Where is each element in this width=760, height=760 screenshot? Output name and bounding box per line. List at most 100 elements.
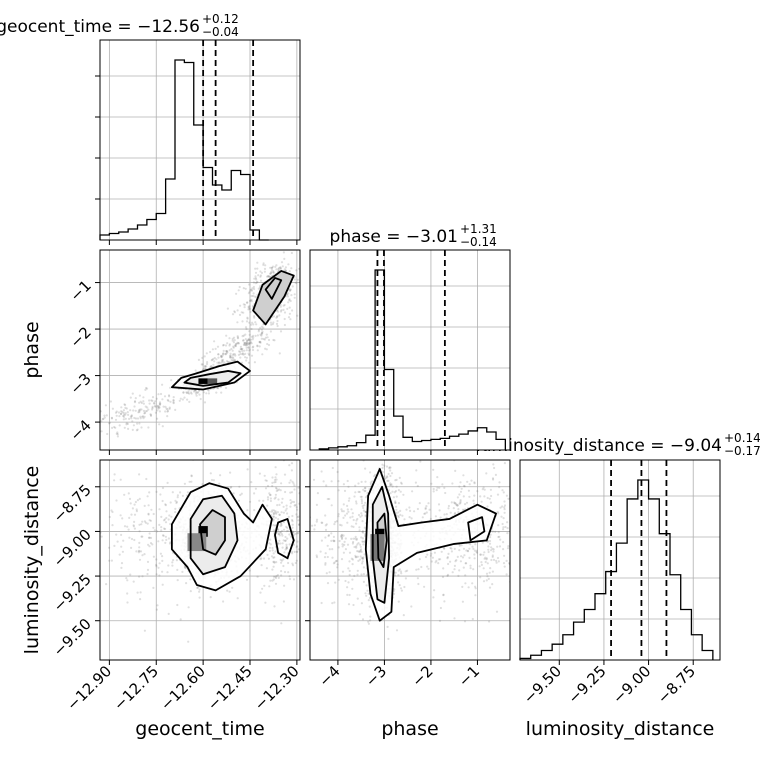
sample-point xyxy=(437,503,441,506)
sample-point xyxy=(463,485,466,488)
sample-point xyxy=(113,425,116,429)
sample-point xyxy=(271,579,274,582)
sample-point xyxy=(167,537,170,540)
sample-point xyxy=(250,323,253,326)
sample-point xyxy=(275,478,278,481)
y-ticks-luminosity_distance-c0: −9.50−9.25−9.00−8.75 xyxy=(50,481,100,660)
sample-point xyxy=(179,491,182,494)
sample-point xyxy=(488,586,492,589)
sample-point xyxy=(218,482,221,485)
sample-point xyxy=(240,361,244,364)
x-ticks-luminosity_distance-r2: −9.50 −9.25 −9.00 −8.75 xyxy=(520,660,699,707)
sample-point xyxy=(441,575,445,579)
sample-point xyxy=(141,575,144,578)
sample-point xyxy=(127,427,130,430)
sample-point xyxy=(228,344,231,347)
sample-point xyxy=(296,531,299,534)
sample-point xyxy=(454,560,457,563)
sample-point xyxy=(155,490,158,493)
sample-point xyxy=(249,338,253,341)
sample-point xyxy=(293,488,296,491)
sample-point xyxy=(248,339,251,342)
sample-point xyxy=(238,350,241,353)
sample-point xyxy=(451,571,454,574)
sample-point xyxy=(446,556,449,559)
sample-point xyxy=(165,510,168,513)
sample-point xyxy=(163,395,167,398)
sample-point xyxy=(248,290,251,293)
sample-point xyxy=(400,572,403,575)
sample-point xyxy=(395,629,399,632)
sample-point xyxy=(133,527,136,530)
sample-point xyxy=(399,587,403,590)
sample-point xyxy=(489,567,492,570)
sample-point xyxy=(289,318,292,321)
sample-point xyxy=(476,551,479,554)
sample-point xyxy=(222,352,225,356)
x-tick-label: −12.30 xyxy=(251,662,303,714)
sample-point xyxy=(201,483,204,486)
sample-point xyxy=(165,538,168,542)
sample-point xyxy=(280,482,283,485)
sample-point xyxy=(164,527,167,531)
histogram-luminosity_distance xyxy=(519,459,721,661)
sample-point xyxy=(279,266,282,269)
sample-point xyxy=(513,572,515,574)
sample-point xyxy=(278,513,281,517)
sample-point xyxy=(386,479,389,482)
sample-point xyxy=(230,358,233,362)
sample-point xyxy=(383,475,386,478)
sample-point xyxy=(455,559,458,562)
sample-point xyxy=(251,287,254,290)
sample-point xyxy=(471,582,474,585)
sample-point xyxy=(278,534,281,537)
sample-point xyxy=(455,503,458,506)
sample-point xyxy=(230,485,233,489)
sample-point xyxy=(222,344,225,347)
sample-point xyxy=(403,585,406,589)
sample-point xyxy=(297,523,300,526)
sample-point xyxy=(144,410,147,413)
sample-point xyxy=(472,499,475,502)
sample-point xyxy=(232,345,235,348)
sample-point xyxy=(454,502,457,505)
sample-point xyxy=(266,336,269,339)
sample-point xyxy=(357,482,360,485)
sample-point xyxy=(133,503,136,506)
sample-point xyxy=(90,522,92,524)
sample-point xyxy=(482,580,486,583)
sample-point xyxy=(182,391,185,394)
sample-point xyxy=(278,513,281,516)
sample-point xyxy=(386,625,389,629)
sample-point xyxy=(443,547,446,550)
sample-point xyxy=(273,497,276,500)
sample-point xyxy=(169,522,172,526)
sample-point xyxy=(108,546,111,549)
sample-point xyxy=(456,504,459,507)
sample-point xyxy=(432,487,435,491)
sample-point xyxy=(262,337,265,341)
sample-point xyxy=(362,506,365,510)
sample-point xyxy=(115,414,118,417)
sample-point xyxy=(217,353,220,356)
sample-point xyxy=(274,480,277,484)
sample-point xyxy=(257,287,260,290)
sample-point xyxy=(297,515,300,518)
sample-point xyxy=(273,556,276,559)
sample-point xyxy=(151,407,154,410)
sample-point xyxy=(133,538,136,542)
sample-point xyxy=(278,488,281,491)
sample-point xyxy=(249,342,252,345)
sample-point xyxy=(222,358,225,361)
sample-point xyxy=(252,334,255,337)
sample-point xyxy=(100,420,103,423)
sample-point xyxy=(111,407,114,410)
sample-point xyxy=(512,504,514,506)
sample-point xyxy=(408,456,410,458)
y-tick-label: −1 xyxy=(66,277,94,305)
sample-point xyxy=(236,341,239,344)
sample-point xyxy=(247,306,250,309)
x-ticks-phase-r1 xyxy=(337,450,478,455)
sample-point xyxy=(175,559,178,562)
sample-point xyxy=(248,305,251,308)
